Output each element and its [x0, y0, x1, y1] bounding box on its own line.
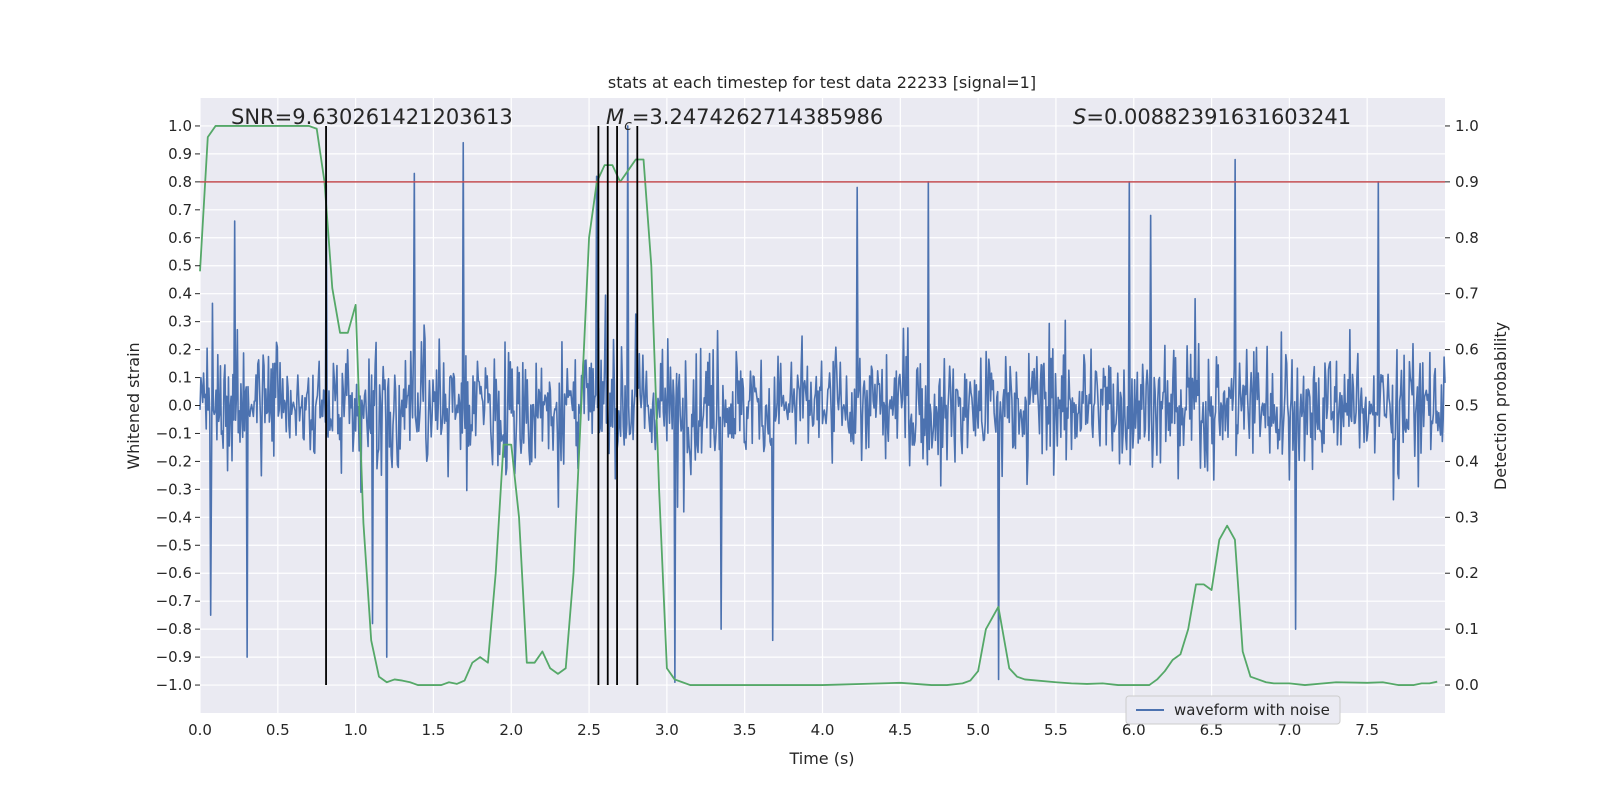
s-annotation: S=0.00882391631603241: [1073, 105, 1351, 129]
y-tick-label: 0.0: [168, 397, 192, 415]
s-symbol: S: [1073, 105, 1086, 129]
y2-ticks: 0.0 0.1 0.2 0.3 0.4 0.5 0.6 0.7 0.8 0.9 1.0: [1445, 117, 1479, 694]
y-tick-label: 0.4: [168, 285, 192, 303]
y2-tick-label: 0.2: [1455, 564, 1479, 582]
x-tick-label: 2.5: [577, 721, 601, 739]
x-tick-label: 3.5: [733, 721, 757, 739]
x-tick-label: 1.5: [422, 721, 446, 739]
y2-tick-label: 0.5: [1455, 397, 1479, 415]
legend: waveform with noise: [1125, 695, 1341, 725]
y-tick-label: −0.3: [156, 480, 192, 498]
x-tick-label: 4.5: [888, 721, 912, 739]
x-tick-label: 6.5: [1200, 721, 1224, 739]
mc-annotation: Mc=3.2474262714385986: [606, 105, 883, 134]
x-tick-label: 6.0: [1122, 721, 1146, 739]
vertical-markers: [325, 125, 639, 686]
chart-title: stats at each timestep for test data 222…: [608, 73, 1036, 92]
legend-box: [1125, 695, 1341, 725]
mc-subscript: c: [624, 118, 632, 134]
x-tick-label: 3.0: [655, 721, 679, 739]
x-ticks: 0.0 0.5 1.0 1.5 2.0 2.5 3.0 3.5 4.0 4.5 5.0 5.5 6.0 6…: [188, 721, 1379, 739]
y-tick-label: −0.8: [156, 620, 192, 638]
x-tick-label: 4.0: [811, 721, 835, 739]
y-tick-label: 0.6: [168, 229, 192, 247]
waveform-line: [199, 125, 1446, 684]
y-tick-label: 1.0: [168, 117, 192, 135]
s-value: =0.00882391631603241: [1086, 105, 1351, 129]
x-tick-label: 5.5: [1044, 721, 1068, 739]
legend-label: waveform with noise: [1174, 701, 1330, 719]
y2-tick-label: 0.0: [1455, 676, 1479, 694]
snr-annotation: SNR=9.630261421203613: [231, 105, 513, 129]
y-tick-label: 0.9: [168, 145, 192, 163]
mc-value: =3.2474262714385986: [632, 105, 883, 129]
x-tick-label: 1.0: [344, 721, 368, 739]
y-tick-label: −0.1: [156, 424, 192, 442]
mc-symbol: M: [606, 105, 624, 129]
x-axis-label: Time (s): [788, 749, 854, 768]
x-tick-label: 7.0: [1277, 721, 1301, 739]
x-tick-label: 0.0: [188, 721, 212, 739]
probability-line: [199, 125, 1438, 686]
y2-tick-label: 0.7: [1455, 285, 1479, 303]
y2-tick-label: 1.0: [1455, 117, 1479, 135]
y-tick-label: −0.2: [156, 452, 192, 470]
x-tick-label: 2.0: [499, 721, 523, 739]
y2-tick-label: 0.1: [1455, 620, 1479, 638]
x-tick-label: 5.0: [966, 721, 990, 739]
y-tick-label: 0.3: [168, 313, 192, 331]
y-axis-label: Whitened strain: [124, 342, 143, 469]
waveform-series: [199, 125, 1446, 684]
y-tick-label: −0.5: [156, 536, 192, 554]
x-tick-label: 7.5: [1355, 721, 1379, 739]
y-tick-label: −0.7: [156, 592, 192, 610]
y2-tick-label: 0.3: [1455, 508, 1479, 526]
y2-tick-label: 0.4: [1455, 452, 1479, 470]
y2-tick-label: 0.6: [1455, 341, 1479, 359]
y-tick-label: 0.1: [168, 369, 192, 387]
y-tick-label: −0.9: [156, 648, 192, 666]
y-tick-label: 0.7: [168, 201, 192, 219]
y-tick-label: −0.6: [156, 564, 192, 582]
y2-axis-label: Detection probability: [1491, 322, 1510, 490]
y2-tick-label: 0.9: [1455, 173, 1479, 191]
y-tick-label: 0.2: [168, 341, 192, 359]
probability-series: [199, 125, 1438, 686]
y-tick-label: −0.4: [156, 508, 192, 526]
x-tick-label: 0.5: [266, 721, 290, 739]
y-tick-label: 0.5: [168, 257, 192, 275]
y-ticks: −1.0 −0.9 −0.8 −0.7 −0.6 −0.5 −0.4 −0.3 −0.2 −0.1…: [156, 117, 200, 694]
y-tick-label: −1.0: [156, 676, 192, 694]
y2-tick-label: 0.8: [1455, 229, 1479, 247]
y-tick-label: 0.8: [168, 173, 192, 191]
